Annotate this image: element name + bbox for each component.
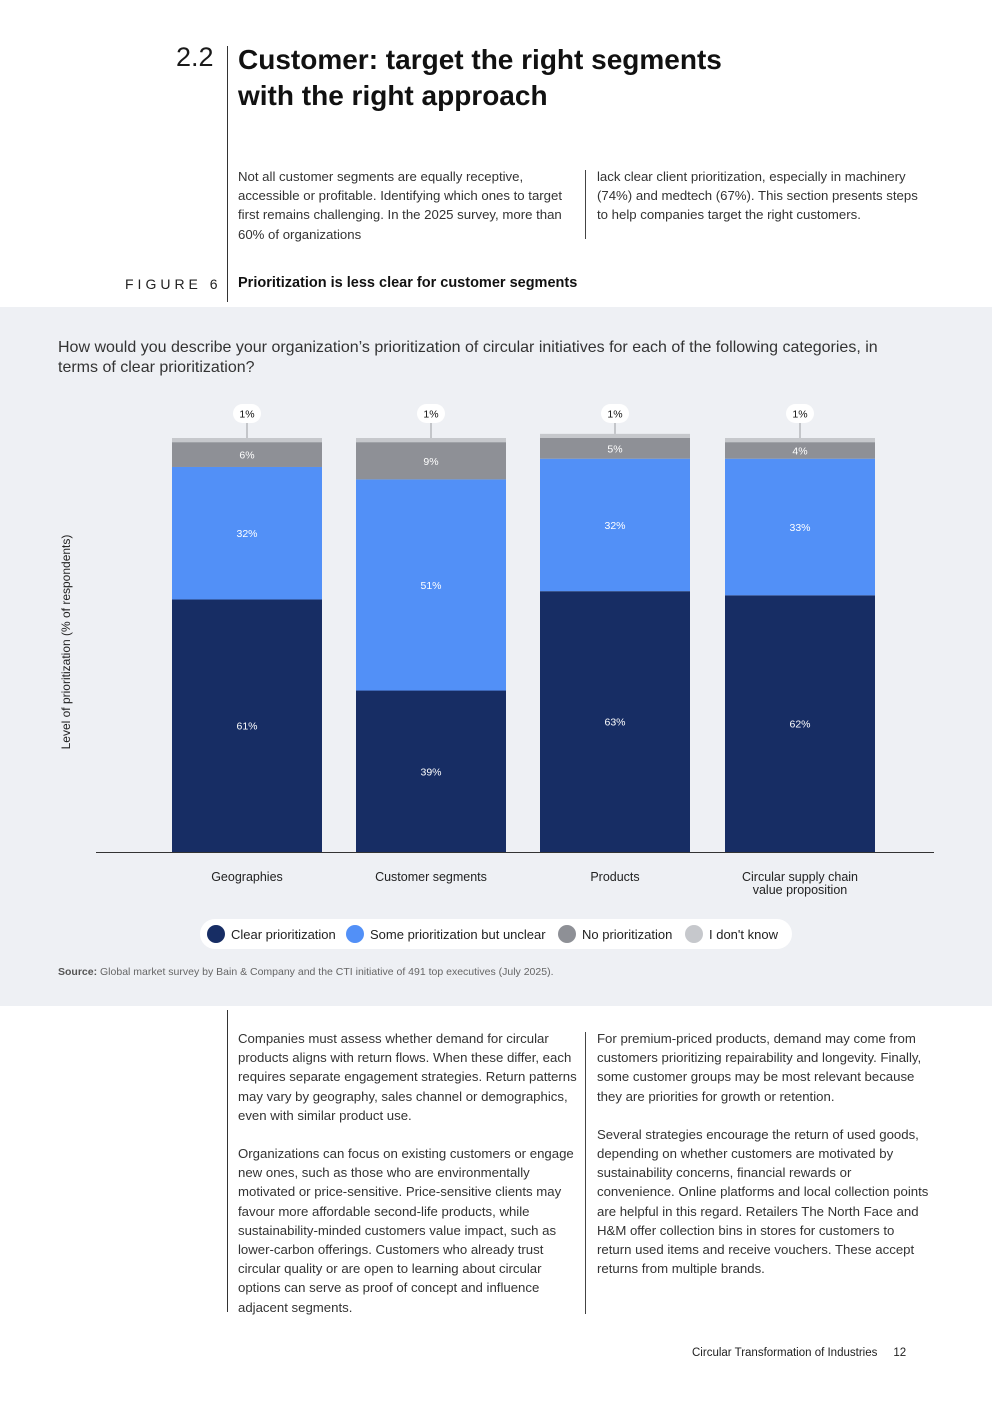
legend-item-clear-prioritization: Clear prioritization [207,919,336,949]
body-paragraph: For premium-priced products, demand may … [597,1031,922,1104]
x-tick-label-line: Circular supply chain [742,870,858,884]
legend-label-none: No prioritization [582,926,673,942]
x-tick-label-line: Products [590,870,639,884]
x-tick-label-customer-segments: Customer segments [375,870,487,884]
legend-swatch-clear [207,925,225,943]
data-label-some-prioritization-but-unclear-circular-supply-chain-value-proposition: 33% [789,522,810,534]
data-label-no-prioritization-circular-supply-chain-value-proposition: 4% [792,445,807,457]
x-tick-label-circular-supply-chain-value-proposition: Circular supply chain value proposition [742,870,858,897]
figure-title: Prioritization is less clear for custome… [238,275,578,291]
page-number: 12 [893,1347,907,1359]
header-divider [227,46,228,278]
bar-segment-clear-prioritization-products [540,591,690,852]
stacked-bar-chart: 61% 32% 6% 1% Geographies 39% 51% 9% 1% Customer … [96,404,934,897]
x-tick-label-products: Products [590,870,639,884]
body-divider [227,1010,228,1312]
legend-item-some-prioritization: Some prioritization but unclear [346,919,546,949]
data-label-clear-prioritization-circular-supply-chain-value-proposition: 62% [789,719,810,731]
body-column-divider [585,1032,586,1314]
data-label-i-don-t-know-circular-supply-chain-value-proposition: 1% [792,409,807,421]
callout-pill-customer-segments [417,404,445,423]
x-tick-label-line: value proposition [753,883,848,897]
data-label-clear-prioritization-geographies: 61% [236,721,257,733]
legend-item-no-prioritization: No prioritization [558,919,672,949]
body-paragraph: Organizations can focus on existing cust… [238,1146,574,1315]
figure-source: Source: Global market survey by Bain & C… [58,966,554,978]
legend-swatch-dont-know [685,925,703,943]
intro-left-column: Not all customer segments are equally re… [238,169,563,242]
data-label-i-don-t-know-products: 1% [607,409,622,421]
bar-segment-no-prioritization-circular-supply-chain-value-proposition [725,442,875,459]
x-tick-label-line: Geographies [211,870,283,884]
callout-pill-circular-supply-chain-value-proposition [786,404,814,423]
bar-segment-some-prioritization-but-unclear-customer-segments [356,479,506,691]
body-left-column: Companies must assess whether demand for… [238,1029,580,1336]
bar-segment-no-prioritization-geographies [172,442,322,467]
bar-segment-no-prioritization-customer-segments [356,442,506,480]
bar-segment-some-prioritization-but-unclear-geographies [172,466,322,600]
x-tick-label-line: Customer segments [375,870,487,884]
page-title-line-1: Customer: target the right segments [238,44,722,75]
x-tick-label-geographies: Geographies [211,870,283,884]
body-right-column: For premium-priced products, demand may … [597,1029,932,1297]
bar-segment-some-prioritization-but-unclear-products [540,458,690,592]
data-label-clear-prioritization-products: 63% [604,717,625,729]
source-label: Source: [58,966,98,978]
body-paragraph: Companies must assess whether demand for… [238,1031,577,1123]
figure-label: FIGURE 6 [125,276,222,292]
survey-question: How would you describe your organization… [58,339,878,376]
legend-label-clear: Clear prioritization [231,926,336,942]
data-label-i-don-t-know-geographies: 1% [239,409,254,421]
figure-divider [227,272,228,302]
bar-segment-i-don-t-know-geographies [172,438,322,443]
bar-segment-i-don-t-know-circular-supply-chain-value-proposition [725,438,875,443]
bar-segment-clear-prioritization-customer-segments [356,690,506,852]
bar-segment-clear-prioritization-geographies [172,599,322,852]
source-text: Global market survey by Bain & Company a… [100,966,554,978]
callout-pill-products [601,404,629,423]
legend-swatch-some [346,925,364,943]
intro-right-column: lack clear client prioritization, especi… [597,169,918,223]
legend-label-dont-know: I don't know [709,926,778,942]
intro-column-divider [585,170,586,239]
page-title: Customer: target the right segments with… [238,42,798,114]
data-label-clear-prioritization-customer-segments: 39% [420,766,441,778]
legend-label-some: Some prioritization but unclear [370,926,546,942]
bar-segment-some-prioritization-but-unclear-circular-supply-chain-value-proposition [725,458,875,596]
body-paragraph: Several strategies encourage the return … [597,1126,929,1277]
data-label-some-prioritization-but-unclear-products: 32% [604,520,625,532]
callout-pill-geographies [233,404,261,423]
bar-segment-i-don-t-know-customer-segments [356,438,506,443]
bar-segment-i-don-t-know-products [540,433,690,438]
page-title-line-2: with the right approach [238,80,548,111]
chart-legend: Clear prioritization Some prioritization… [200,919,792,949]
legend-swatch-none [558,925,576,943]
data-label-some-prioritization-but-unclear-geographies: 32% [236,528,257,540]
data-label-no-prioritization-products: 5% [607,443,622,455]
data-label-no-prioritization-geographies: 6% [239,450,254,462]
publication-title: Circular Transformation of Industries [692,1347,878,1359]
data-label-i-don-t-know-customer-segments: 1% [423,409,438,421]
bar-segment-no-prioritization-products [540,438,690,459]
bar-segment-clear-prioritization-circular-supply-chain-value-proposition [725,595,875,852]
section-number: 2.2 [176,42,214,72]
page-footer: Circular Transformation of Industries 12 [692,1347,906,1359]
data-label-no-prioritization-customer-segments: 9% [423,456,438,468]
data-label-some-prioritization-but-unclear-customer-segments: 51% [420,580,441,592]
legend-item-dont-know: I don't know [685,919,778,949]
